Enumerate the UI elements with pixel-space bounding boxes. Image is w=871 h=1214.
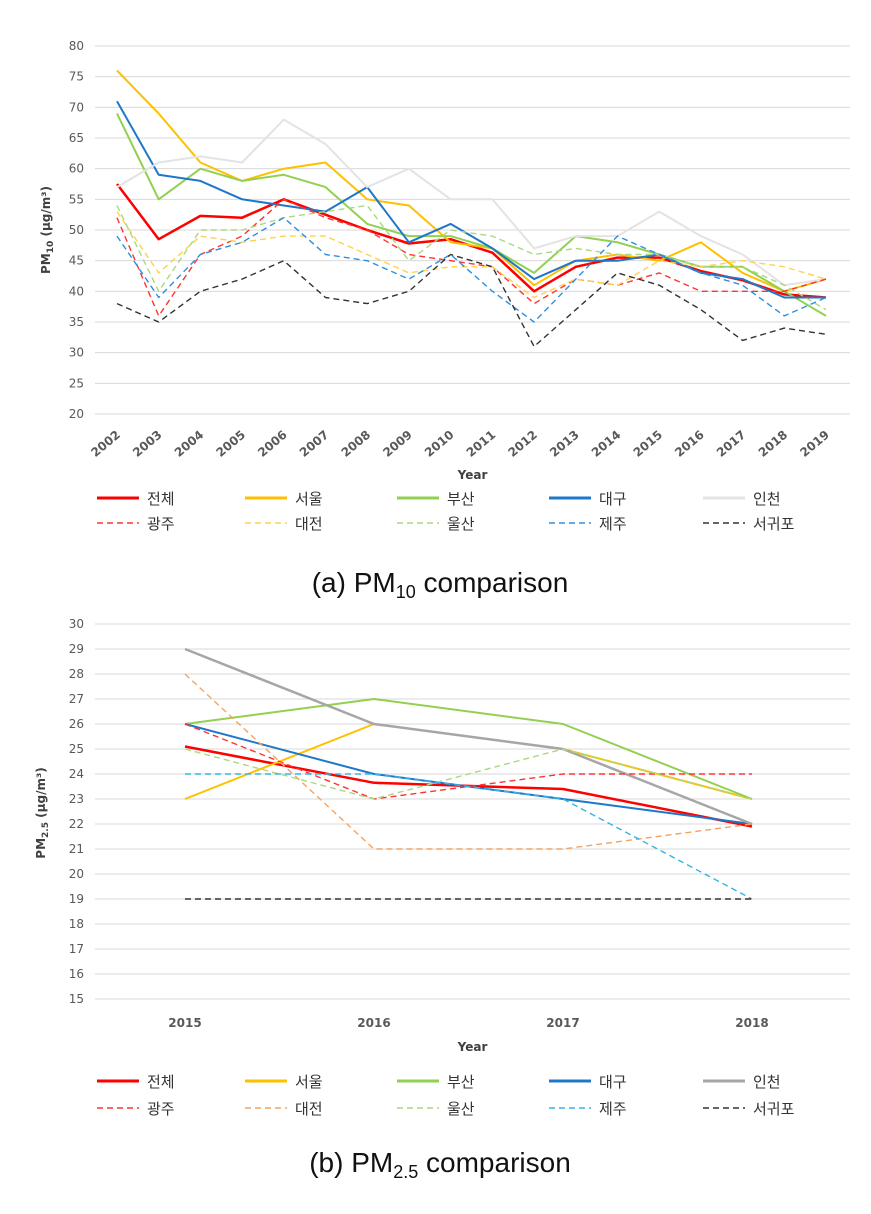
- legend-label: 광주: [147, 1100, 175, 1118]
- x-tick-label: 2016: [672, 428, 707, 460]
- legend-label: 전체: [147, 1073, 175, 1091]
- y-tick-label: 50: [69, 223, 84, 237]
- y-tick-label: 18: [69, 917, 84, 931]
- y-tick-label: 23: [69, 792, 84, 806]
- x-tick-label: 2016: [357, 1016, 390, 1030]
- y-axis-title: PM10 (μg/m³): [39, 186, 56, 274]
- y-tick-label: 20: [69, 867, 84, 881]
- figure-caption: (a) PM10 comparison: [312, 567, 569, 602]
- series-line: [184, 673, 753, 850]
- y-tick-label: 30: [69, 617, 84, 631]
- legend-label: 제주: [599, 1100, 627, 1118]
- x-tick-label: 2017: [546, 1016, 579, 1030]
- legend-label: 대전: [295, 1100, 323, 1118]
- x-tick-label: 2013: [547, 428, 582, 460]
- series-line: [185, 773, 753, 900]
- x-tick-label: 2017: [714, 428, 749, 460]
- x-axis-title: Year: [457, 1040, 488, 1054]
- series-line: [184, 647, 753, 826]
- series-line: [116, 211, 827, 299]
- series-line: [116, 216, 827, 323]
- legend-label: 부산: [447, 1073, 475, 1091]
- figure-caption: (b) PM2.5 comparison: [309, 1147, 571, 1182]
- x-tick-label: 2012: [505, 428, 540, 460]
- x-tick-label: 2018: [735, 1016, 768, 1030]
- legend-label: 서울: [295, 490, 323, 508]
- series-line: [116, 198, 827, 317]
- legend-label: 울산: [447, 515, 475, 533]
- y-tick-label: 27: [69, 692, 84, 706]
- series-line: [116, 204, 827, 311]
- y-tick-label: 40: [69, 284, 84, 298]
- y-tick-label: 15: [69, 992, 84, 1006]
- series-line: [116, 183, 827, 299]
- x-tick-label: 2019: [797, 428, 832, 460]
- y-tick-label: 28: [69, 667, 84, 681]
- series-line: [116, 100, 826, 299]
- x-tick-label: 2010: [422, 428, 457, 460]
- y-tick-label: 25: [69, 376, 84, 390]
- y-tick-label: 60: [69, 162, 84, 176]
- series-line: [116, 113, 827, 317]
- x-tick-label: 2006: [255, 428, 290, 460]
- x-tick-label: 2018: [756, 428, 791, 460]
- y-tick-label: 21: [69, 842, 84, 856]
- y-tick-label: 17: [69, 942, 84, 956]
- legend-label: 대구: [599, 1073, 627, 1091]
- series-line: [116, 69, 827, 293]
- series-line: [184, 723, 752, 800]
- legend-label: 인천: [753, 1073, 781, 1091]
- y-tick-label: 80: [69, 39, 84, 53]
- legend-label: 광주: [147, 515, 175, 533]
- x-axis-title: Year: [457, 468, 488, 482]
- x-tick-label: 2014: [589, 428, 624, 460]
- y-tick-label: 26: [69, 717, 84, 731]
- y-tick-label: 45: [69, 254, 84, 268]
- legend-label: 서귀포: [753, 1100, 795, 1118]
- y-tick-label: 30: [69, 346, 84, 360]
- series-line: [184, 748, 753, 800]
- y-tick-label: 29: [69, 642, 84, 656]
- x-tick-label: 2003: [130, 428, 165, 460]
- series-line: [116, 118, 827, 287]
- pm25-chart: 15 16 17 18 19 20 21 22 23 24 25 26 27 28 29 30 2015 2016…: [34, 617, 850, 1182]
- legend-label: 대구: [599, 490, 627, 508]
- y-tick-label: 70: [69, 100, 84, 114]
- x-tick-label: 2015: [168, 1016, 201, 1030]
- y-tick-label: 22: [69, 817, 84, 831]
- legend-label: 전체: [147, 490, 175, 508]
- x-tick-label: 2008: [339, 428, 374, 460]
- y-tick-label: 24: [69, 767, 84, 781]
- legend-label: 서귀포: [753, 515, 795, 533]
- y-tick-label: 75: [69, 70, 84, 84]
- x-tick-label: 2004: [172, 428, 207, 460]
- x-tick-label: 2002: [88, 428, 123, 460]
- legend-label: 인천: [753, 490, 781, 508]
- x-tick-label: 2015: [631, 428, 666, 460]
- y-axis-title: PM2.5 (μg/m³): [34, 767, 51, 858]
- x-tick-label: 2011: [464, 428, 499, 460]
- y-tick-label: 19: [69, 892, 84, 906]
- x-tick-label: 2009: [380, 428, 415, 460]
- legend-label: 울산: [447, 1100, 475, 1118]
- legend-label: 대전: [295, 515, 323, 533]
- y-tick-label: 65: [69, 131, 84, 145]
- legend-label: 서울: [295, 1073, 323, 1091]
- y-tick-label: 55: [69, 192, 84, 206]
- y-tick-label: 25: [69, 742, 84, 756]
- series-line: [116, 253, 827, 348]
- legend-label: 제주: [599, 515, 627, 533]
- series-line: [184, 698, 753, 800]
- y-tick-label: 20: [69, 407, 84, 421]
- x-tick-label: 2007: [297, 428, 332, 460]
- legend-label: 부산: [447, 490, 475, 508]
- x-tick-label: 2005: [213, 428, 248, 460]
- y-tick-label: 16: [69, 967, 84, 981]
- y-tick-label: 35: [69, 315, 84, 329]
